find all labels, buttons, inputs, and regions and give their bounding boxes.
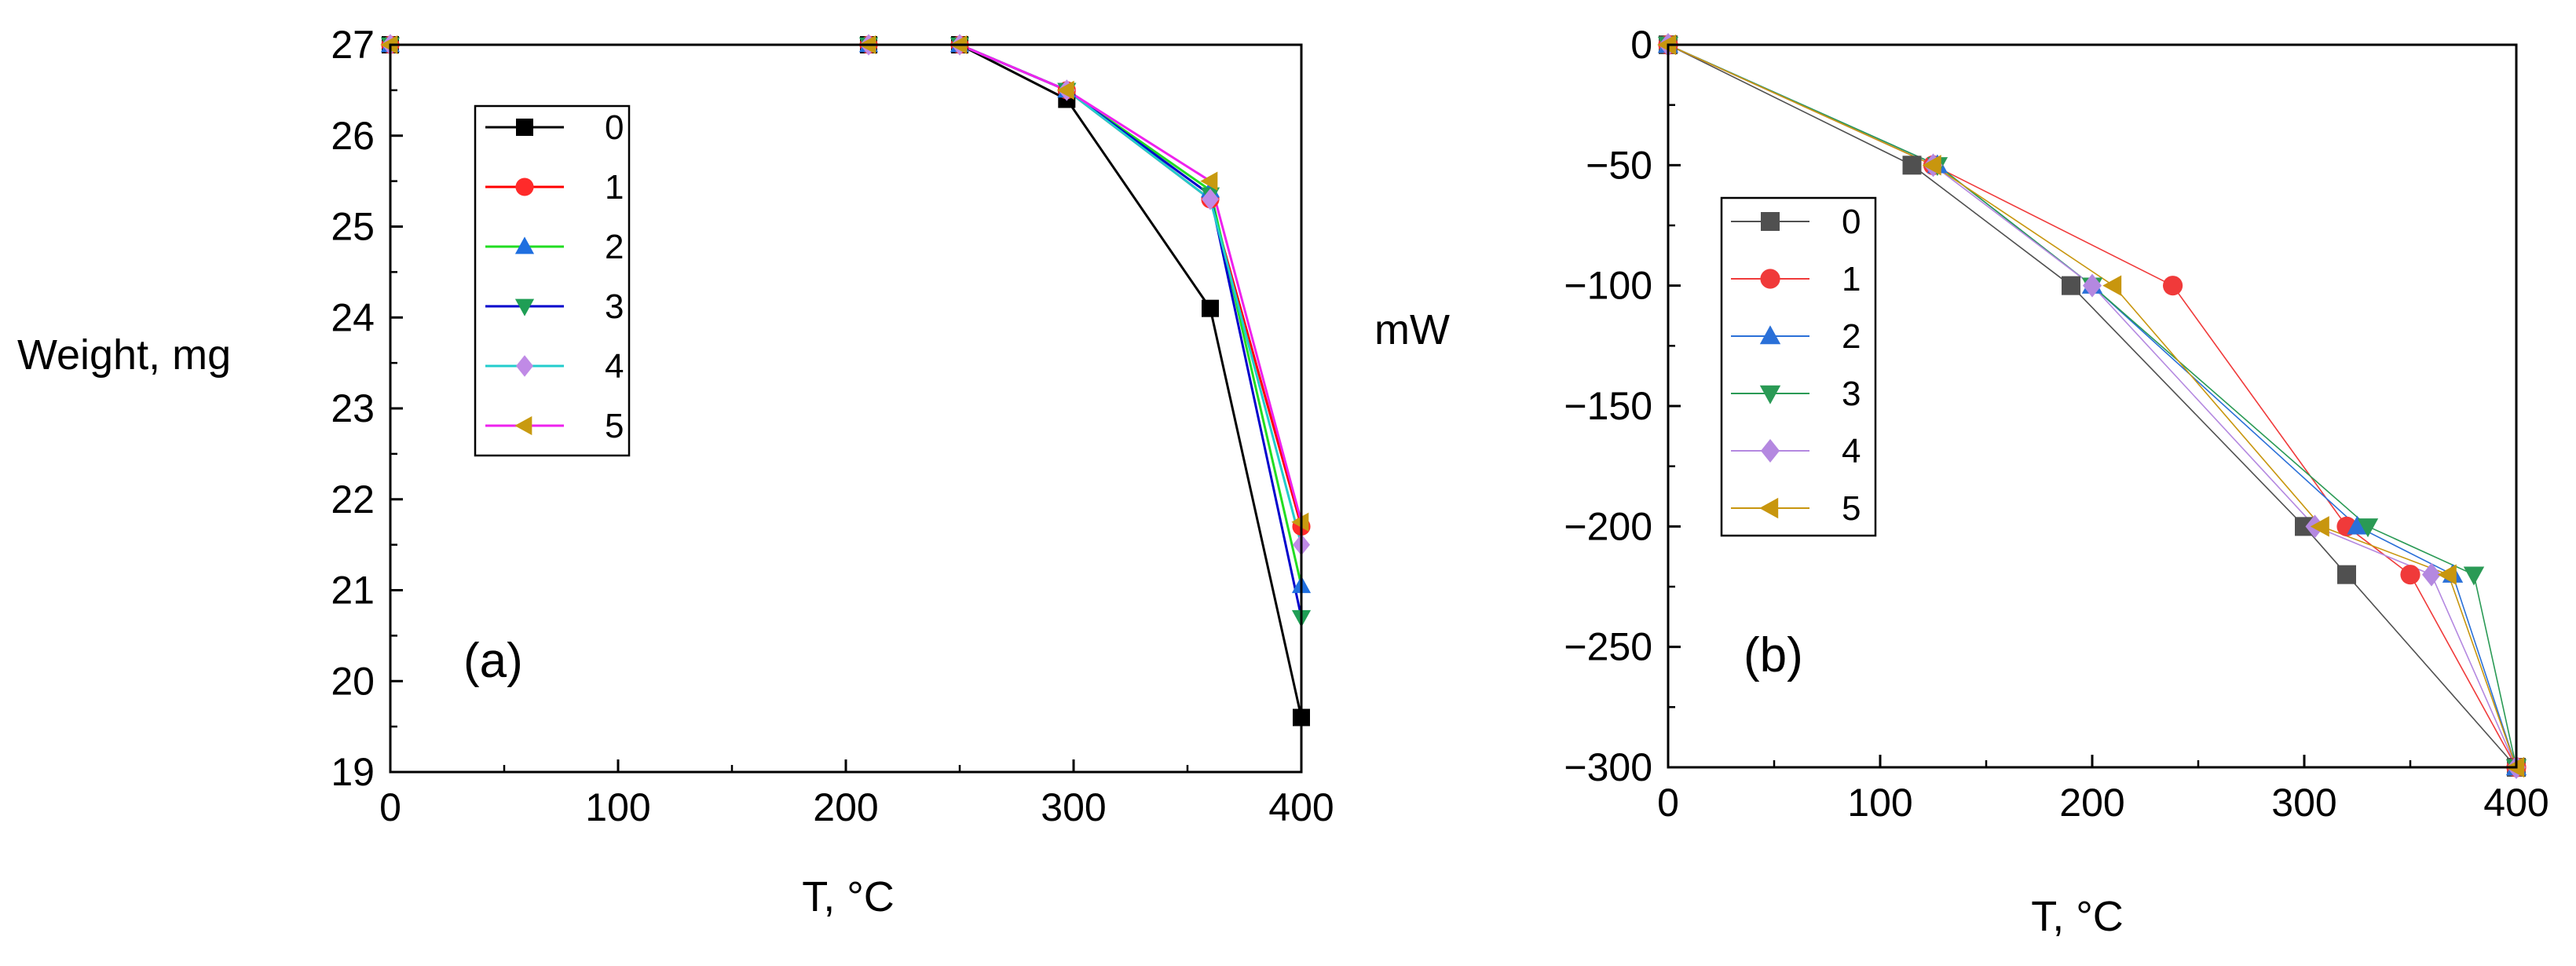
legend-a-swatch-marker [514,236,535,254]
chart-a-y-tick-label: 25 [331,205,375,249]
chart-b-series-5-line [1667,44,2517,768]
chart-b-series-0-line [1667,44,2517,768]
chart-a-x-tick-label: 200 [813,785,878,829]
legend-a-label: 3 [605,287,624,326]
legend-a-label: 2 [605,228,624,266]
legend-a-swatch-marker [514,298,535,317]
chart-b-series-5-point [1657,34,1677,56]
legend-b-label: 1 [1842,260,1861,298]
chart-a-legend: 0 1 2 3 4 5 [474,104,631,457]
chart-a-y-tick-label: 27 [331,23,375,67]
chart-a-y-tick-label: 23 [331,386,375,430]
legend-b-label: 5 [1842,489,1861,528]
chart-b-y-tick-label: −150 [1564,384,1652,428]
chart-b-series-5-point [2102,275,2122,296]
legend-a-swatch-marker [514,415,532,436]
chart-a-y-tick-label: 22 [331,478,375,521]
legend-b-label: 4 [1842,432,1861,470]
chart-a-series-5-point [1056,80,1074,100]
chart-a-x-tick-label: 0 [379,785,401,829]
chart-b-x-tick-label: 300 [2271,781,2336,825]
chart-b-series-2-point [2347,515,2368,535]
legend-a-label: 5 [605,407,624,445]
legend-b-label: 0 [1842,203,1861,241]
chart-b-y-tick-label: −50 [1586,143,1652,187]
chart-a-series-4-point [1202,188,1219,210]
chart-b-series-4-point [2422,562,2441,587]
chart-b-xlabel: T, °C [2031,893,2124,940]
legend-a-label: 1 [605,168,624,207]
chart-b-series-3-point [2463,566,2485,586]
chart-b-y-tick-label: −300 [1564,745,1652,789]
chart-b-series-0-point [2062,276,2080,295]
chart-a-x-axis: 0 100 200 300 400 [379,759,1334,829]
chart-a-y-tick-label: 26 [331,114,375,158]
chart-b-series-5-point [2310,516,2329,537]
chart-a-legend-items: 0 1 2 3 4 5 [485,108,624,445]
legend-b-swatch-marker [1761,439,1780,463]
chart-a-legend-box [474,104,631,457]
chart-a-series-0-point [1202,299,1219,317]
chart-b-series-1-point [2400,565,2420,585]
chart-a-series-5-point [1200,171,1218,191]
chart-a-x-tick-label: 300 [1041,785,1106,829]
chart-a-x-tick-label: 400 [1268,785,1334,829]
chart-b-series-0-point [2337,565,2356,584]
chart-a-panel-label: (a) [463,634,523,688]
chart-b-series-1-point [2163,276,2183,296]
legend-b-swatch-marker [1761,212,1780,231]
chart-a-y-tick-label: 21 [331,569,375,613]
legend-b-swatch-marker [1760,269,1780,289]
chart-b-legend-box [1720,196,1877,537]
chart-b-y-tick-label: −250 [1564,625,1652,669]
legend-a-swatch-marker [516,119,533,136]
chart-b-series-4-point [2083,273,2102,298]
chart-b-x-axis: 0 100 200 300 400 [1657,755,2549,825]
chart-b-x-tick-label: 100 [1847,781,1912,825]
chart-b-series-5-point [2437,564,2457,585]
chart-b-legend-items: 0 1 2 3 4 5 [1731,203,1861,528]
chart-b-x-tick-label: 0 [1657,781,1679,825]
chart-b-y-tick-label: −200 [1564,504,1652,548]
chart-b-panel-label: (b) [1744,628,1803,682]
legend-a-label: 0 [605,108,624,147]
legend-b-label: 2 [1842,317,1861,356]
legend-b-swatch-marker [1759,325,1781,345]
chart-a-xlabel: T, °C [802,873,895,920]
chart-b-ylabel: mW [1374,306,1450,353]
chart-b-x-tick-label: 200 [2059,781,2124,825]
chart-panel-b: 0 100 200 300 400 0 −50 −100 −150 −200 −250 −300 T… [1374,23,2549,940]
chart-b-plot-area [1657,33,2527,779]
chart-b-legend: 0 1 2 3 4 5 [1720,196,1877,537]
chart-b-series-3-line [1667,44,2517,768]
legend-a-swatch-marker [516,355,533,377]
chart-b-series-3-point [2357,518,2379,538]
chart-b-y-axis: 0 −50 −100 −150 −200 −250 −300 [1564,23,1681,789]
legend-b-swatch-marker [1759,385,1781,404]
chart-a-y-tick-label: 24 [331,295,375,339]
chart-b-y-tick-label: −100 [1564,264,1652,308]
chart-a-series-5-point [380,35,398,55]
chart-a-ylabel: Weight, mg [17,331,231,379]
chart-a-y-axis: 19 20 21 22 23 24 25 26 27 [331,23,403,794]
legend-a-swatch-marker [515,177,534,196]
legend-a-label: 4 [605,347,624,386]
chart-b-x-tick-label: 400 [2483,781,2549,825]
legend-b-label: 3 [1842,375,1861,413]
chart-a-x-tick-label: 100 [585,785,650,829]
chart-a-y-tick-label: 19 [331,750,375,794]
chart-b-y-tick-label: 0 [1630,23,1652,67]
chart-a-y-tick-label: 20 [331,659,375,703]
chart-a-series-5-point [1291,512,1309,532]
legend-b-swatch-marker [1759,497,1779,519]
chart-b-series-5-point [1922,155,1941,176]
chart-b-series-0-point [1902,156,1922,175]
